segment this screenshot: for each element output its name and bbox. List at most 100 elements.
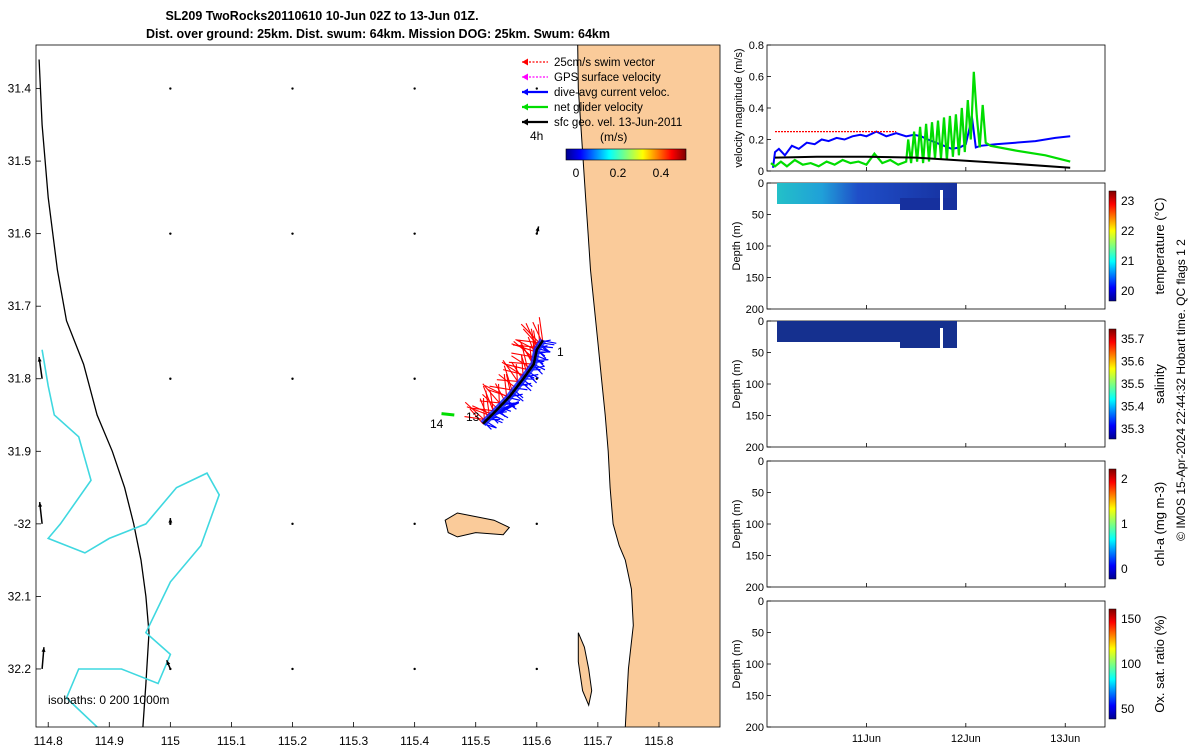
colorbar-tick-label: 23 (1121, 194, 1135, 208)
grid-dot (535, 377, 538, 380)
map-x-tick-label: 115.3 (339, 734, 368, 748)
isobath-200m (38, 59, 150, 727)
temperature-panel-colorbar (1108, 190, 1117, 302)
depth-y-tick-label: 0 (758, 456, 764, 468)
swim-vector (498, 373, 517, 389)
swim-vector (538, 317, 544, 341)
grid-dot (291, 522, 294, 526)
velocity-y-tick-label: 0 (758, 166, 764, 178)
map-colorbar (565, 148, 687, 161)
depth-y-tick-label: 100 (746, 519, 764, 531)
coastline (577, 45, 634, 727)
swim-vector (482, 383, 502, 406)
legend-label: sfc geo. vel. 13-Jun-2011 (554, 117, 682, 129)
velocity-y-ticks: 0.8 0.6 0.4 0.2 0 (749, 40, 771, 178)
grid-dot (169, 522, 172, 526)
grid-dot (535, 522, 538, 526)
colorbar-tick-label: 50 (1121, 702, 1135, 716)
depth-y-tick-label: 150 (746, 411, 764, 423)
map-x-tick-label: 115 (161, 734, 180, 748)
map-y-tick-label: 32.1 (8, 589, 32, 603)
map-y-tick-label: 31.7 (8, 299, 32, 313)
velocity-y-tick-label: 0.8 (749, 40, 764, 52)
colorbar-tick-label: 35.3 (1121, 422, 1145, 436)
sfc-vector-head (535, 226, 540, 232)
velocity-y-tick-label: 0.6 (749, 72, 764, 84)
temperature-panel: 0 50 100 150 200 Depth (m) 23 22 21 20 temperature… (731, 178, 1167, 316)
swim-vector (504, 363, 530, 371)
depth-y-tick-label: 50 (752, 628, 764, 640)
sfc-vector-head (37, 356, 42, 362)
chla-panel-colorbar (1108, 468, 1117, 580)
track-label-start: 1 (557, 345, 564, 359)
isobath-label: isobaths: 0 200 1000m (48, 693, 169, 707)
time-axis: 11Jun 12Jun 13Jun (852, 167, 1080, 745)
sfc-vector-head (168, 518, 173, 523)
figure-title-line1: SL209 TwoRocks20110610 10-Jun 02Z to 13-… (165, 9, 478, 23)
velocity-series-dive-avg-current-veloc- (772, 115, 1071, 168)
depth-y-tick-label: 100 (746, 659, 764, 671)
velocity-y-tick-label: 0.2 (749, 135, 764, 147)
depth-y-tick-label: 50 (752, 210, 764, 222)
swim-vector (515, 338, 537, 351)
oxygen-panel-colorbar (1108, 608, 1117, 720)
map-y-tick-label: -32 (14, 517, 32, 531)
grid-dot (535, 87, 538, 90)
garden-island (577, 632, 593, 707)
oxygen-panel-frame (766, 600, 1106, 728)
legend-arrowhead (522, 58, 528, 66)
colorbar-tick-label: 35.4 (1121, 400, 1145, 414)
grid-dot (535, 232, 538, 235)
temperature-section (777, 183, 957, 210)
map-y-ticks: 31.4 31.5 31.6 31.7 31.8 31.9 -32 32.1 32.2 (8, 82, 41, 676)
velocity-series (770, 71, 1071, 169)
glider-track (482, 339, 544, 425)
swim-vector (502, 369, 526, 376)
swim-vector (520, 323, 541, 345)
grid-dot (291, 87, 294, 90)
swim-vector (508, 361, 534, 365)
time-tick-label: 12Jun (951, 733, 981, 745)
legend-label: dive-avg current veloc. (554, 87, 670, 99)
grid-dot (291, 232, 294, 235)
grid-dot (169, 232, 172, 235)
depth-y-tick-label: 100 (746, 241, 764, 253)
grid-dot (169, 667, 172, 671)
isobath-1000m (41, 349, 221, 727)
colorbar-tick-1: 0.2 (610, 166, 627, 180)
colorbar-period-label: 4h (530, 129, 543, 143)
depth-y-tick-label: 50 (752, 488, 764, 500)
velocity-series-sfc-geo-vel- (774, 155, 1071, 169)
map-x-tick-label: 115.7 (583, 734, 612, 748)
time-tick-label: 13Jun (1050, 733, 1080, 745)
legend-arrowhead (522, 73, 528, 81)
grid-dot (291, 667, 294, 671)
depth-y-tick-label: 0 (758, 596, 764, 608)
map-y-tick-label: 31.6 (8, 227, 32, 241)
salinity-panel: 0 50 100 150 200 Depth (m) 35.7 35.6 35.5 35.4 35.… (731, 316, 1167, 454)
salinity-panel-colorbar-label: salinity (1152, 364, 1167, 404)
map-x-tick-label: 115.6 (522, 734, 551, 748)
map-x-tick-label: 115.2 (278, 734, 307, 748)
velocity-ylabel: velocity magnitude (m/s) (733, 48, 745, 167)
colorbar-tick-label: 35.5 (1121, 377, 1145, 391)
temperature-panel-colorbar-label: temperature (°C) (1152, 198, 1167, 295)
salinity-panel-colorbar (1108, 328, 1117, 440)
colorbar-tick-label: 1 (1121, 517, 1128, 531)
velocity-y-tick-label: 0.4 (749, 103, 764, 115)
swim-vector (532, 321, 543, 343)
map-x-tick-label: 115.8 (644, 734, 673, 748)
salinity-deep-block (900, 336, 957, 348)
depth-ylabel: Depth (m) (731, 222, 743, 271)
chla-panel: 0 50 100 150 200 Depth (m) 2 1 0 chl-a (mg m-3) (731, 456, 1167, 594)
colorbar-tick-label: 2 (1121, 472, 1128, 486)
map-x-tick-label: 115.5 (461, 734, 490, 748)
map-legend: 25cm/s swim vector GPS surface velocity di… (522, 57, 682, 129)
colorbar-tick-label: 100 (1121, 657, 1141, 671)
track-label-13: 13 (466, 410, 480, 424)
depth-y-tick-label: 0 (758, 316, 764, 328)
grid-dot (291, 377, 294, 380)
colorbar-tick-label: 35.6 (1121, 355, 1145, 369)
